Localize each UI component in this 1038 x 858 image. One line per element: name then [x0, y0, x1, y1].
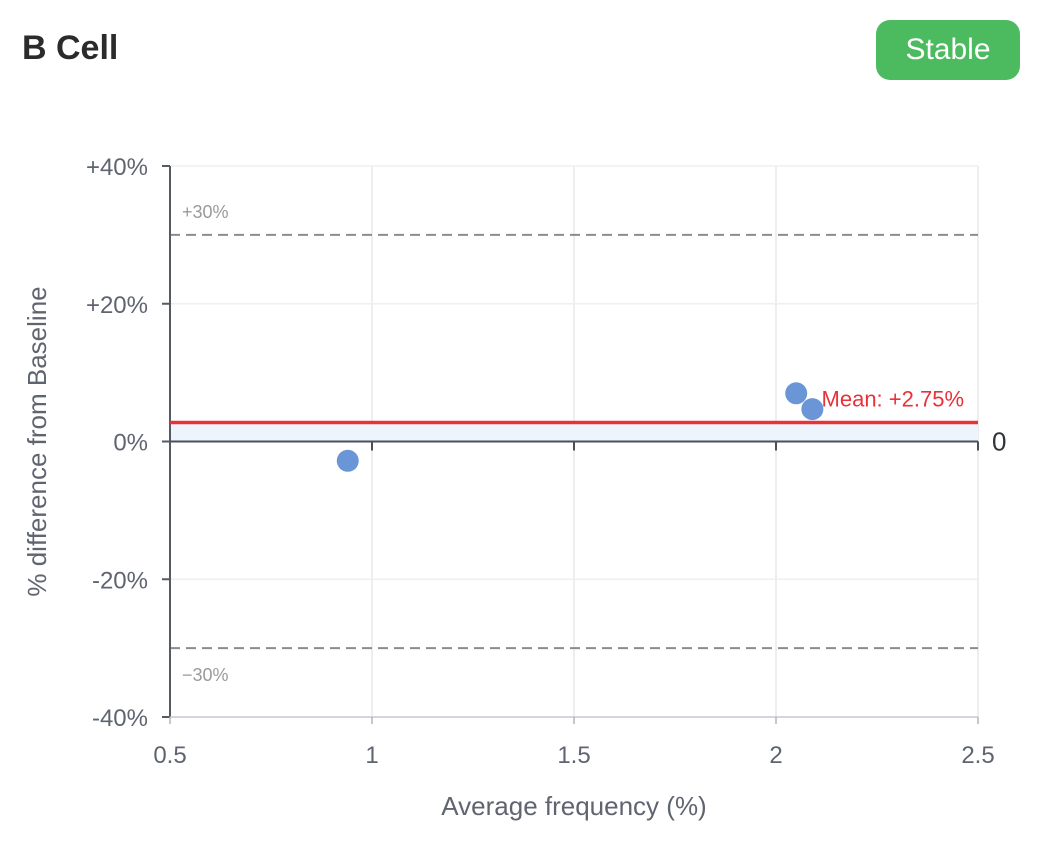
mean-label: Mean: +2.75% — [822, 387, 964, 412]
x-tick-label: 0.5 — [153, 742, 186, 769]
threshold-label: +30% — [182, 202, 229, 222]
y-axis-title: % difference from Baseline — [22, 286, 52, 596]
data-point — [785, 382, 808, 405]
y-tick-label: +40% — [86, 154, 148, 181]
data-point — [336, 449, 359, 472]
y-tick-label: -20% — [92, 567, 148, 594]
status-badge: Stable — [876, 20, 1020, 80]
zero-axis-label: 0 — [992, 427, 1006, 457]
mean-band — [170, 422, 978, 442]
x-axis-title: Average frequency (%) — [441, 791, 706, 821]
y-tick-label: -40% — [92, 705, 148, 732]
threshold-label: −30% — [182, 665, 229, 685]
x-tick-label: 2 — [769, 742, 782, 769]
card-title: B Cell — [22, 29, 119, 67]
y-tick-label: +20% — [86, 292, 148, 319]
x-tick-label: 1 — [365, 742, 378, 769]
y-tick-label: 0% — [113, 430, 148, 457]
x-tick-label: 1.5 — [557, 742, 590, 769]
x-tick-label: 2.5 — [961, 742, 994, 769]
data-point — [801, 398, 824, 421]
